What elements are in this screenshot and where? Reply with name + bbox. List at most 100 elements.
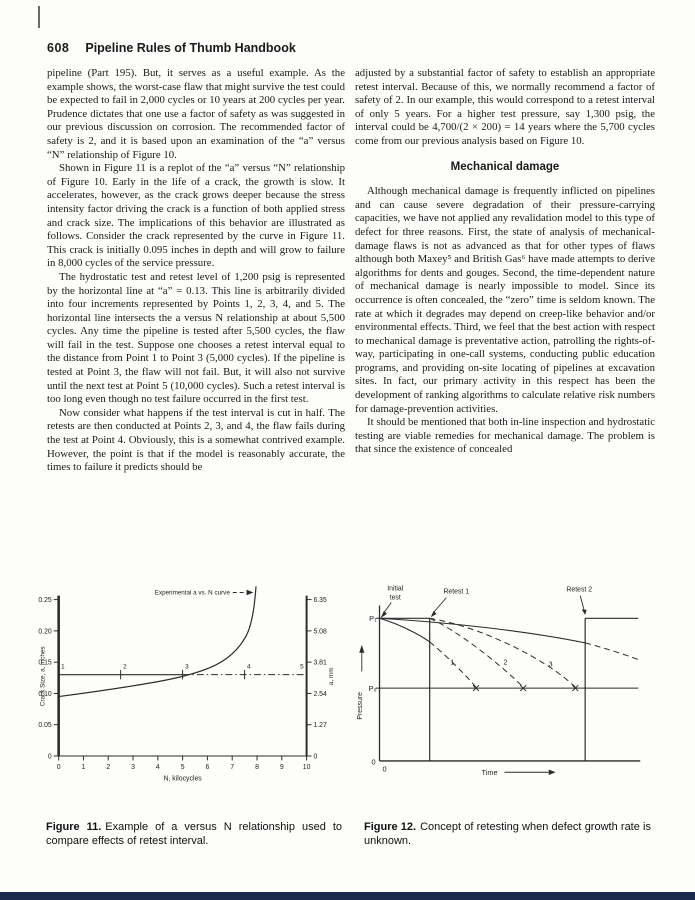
svg-text:6: 6: [205, 764, 209, 771]
paragraph: It should be mentioned that both in-line…: [355, 416, 655, 456]
paragraph: The hydrostatic test and retest level of…: [47, 270, 345, 406]
svg-text:0: 0: [57, 764, 61, 771]
annotation-arrowhead: [246, 589, 254, 596]
svg-text:0.10: 0.10: [38, 691, 52, 698]
failure-x-marks: [472, 684, 579, 692]
figure-12-caption-text: Concept of retesting when defect growth …: [364, 821, 651, 847]
svg-text:0.15: 0.15: [38, 660, 52, 667]
svg-text:5: 5: [181, 764, 185, 771]
growth-curve-1-dashed: [429, 641, 477, 688]
paragraph: Now consider what happens if the test in…: [47, 406, 345, 474]
figure-11: Experimental a vs. N curve 0 0.05 0.10 0…: [37, 576, 342, 848]
paragraph: pipeline (Part 195). But, it serves as a…: [47, 67, 345, 161]
retest1-arrow: [433, 597, 447, 613]
growth-curve-3-dashed: [429, 617, 576, 688]
figure-11-chart: Experimental a vs. N curve 0 0.05 0.10 0…: [38, 586, 335, 783]
svg-text:4: 4: [156, 764, 160, 771]
pressure-arrowhead: [359, 644, 365, 653]
svg-text:Retest 2: Retest 2: [566, 587, 592, 594]
svg-text:2: 2: [503, 660, 507, 667]
left-column: pipeline (Part 195). But, it serves as a…: [47, 67, 345, 475]
fig11-annotation: Experimental a vs. N curve: [155, 590, 231, 597]
svg-text:5: 5: [300, 663, 304, 670]
svg-text:2: 2: [106, 764, 110, 771]
slow-growth-curve-dashed: [585, 642, 639, 661]
svg-text:3: 3: [185, 663, 189, 670]
section-heading: Mechanical damage: [450, 160, 560, 173]
fig11-x-tick-labels: 0 1 2 3 4 5 6 7 8 9 10: [57, 764, 311, 771]
svg-text:10: 10: [303, 764, 311, 771]
figure-11-caption-label: Figure 11.: [46, 821, 102, 833]
paragraph: Although mechanical damage is frequently…: [355, 185, 655, 415]
fig12-annotations: Initial test Retest 1 Retest 2: [387, 586, 592, 602]
time-arrowhead: [548, 769, 556, 776]
svg-text:3: 3: [131, 764, 135, 771]
svg-text:8: 8: [255, 764, 259, 771]
svg-text:4: 4: [247, 663, 251, 670]
scan-artifact-line: [38, 6, 40, 28]
figure-12-caption-label: Figure 12.: [364, 821, 417, 833]
figure-11-caption-text: Example of a versus N relationship used …: [46, 821, 342, 847]
fig11-y-tick-labels-left: 0 0.05 0.10 0.15 0.20 0.25: [38, 597, 52, 760]
fig11-x-axis-label: N, kilocycles: [164, 776, 203, 783]
svg-text:test: test: [390, 595, 401, 602]
svg-text:3.81: 3.81: [313, 660, 327, 667]
fig11-y-axis-label-left: Crack Size, a, inches: [39, 646, 46, 706]
svg-text:P₀: P₀: [369, 684, 377, 693]
fig11-y-axis-label-right: a, mm: [328, 667, 335, 685]
right-column: adjusted by a substantial factor of safe…: [355, 67, 655, 475]
svg-text:0.20: 0.20: [38, 628, 52, 635]
paragraph: Shown in Figure 11 is a replot of the “a…: [47, 162, 345, 270]
svg-text:7: 7: [230, 764, 234, 771]
svg-text:9: 9: [280, 764, 284, 771]
svg-text:3: 3: [549, 661, 553, 668]
retest2-arrow: [579, 595, 585, 611]
fig12-y-axis-labels: P₁ P₀ 0: [369, 614, 377, 766]
figure-12-chart: Initial test Retest 1 Retest 2 P₁ P₀ 0 0…: [357, 586, 641, 777]
x-ticks: [58, 756, 308, 761]
left-ticks: [53, 599, 59, 757]
fig12-x-origin-label: 0: [382, 765, 386, 774]
retest2-arrowhead: [581, 609, 587, 615]
initial-test-arrowhead: [380, 610, 387, 619]
svg-text:1: 1: [61, 663, 65, 670]
slow-growth-curve: [379, 617, 586, 644]
svg-text:0.25: 0.25: [38, 597, 52, 604]
fig12-curve-labels: 1 2 3: [450, 660, 552, 669]
svg-text:6.35: 6.35: [313, 597, 327, 604]
initial-test-arrow: [383, 602, 392, 614]
svg-text:P₁: P₁: [369, 614, 377, 623]
retest1-arrowhead: [430, 610, 437, 618]
svg-text:1: 1: [82, 764, 86, 771]
growth-curve-2-dashed: [429, 617, 524, 688]
svg-text:0.05: 0.05: [38, 722, 52, 729]
fig12-x-axis-label: Time: [481, 768, 497, 777]
fig12-y-axis-label: Pressure: [357, 692, 364, 720]
figure-12-caption: Figure 12. Concept of retesting when defe…: [350, 820, 655, 848]
svg-text:5.08: 5.08: [313, 628, 327, 635]
svg-text:0: 0: [313, 753, 317, 760]
svg-text:0: 0: [48, 753, 52, 760]
svg-text:Retest 1: Retest 1: [443, 589, 469, 596]
fig12-lines: [361, 595, 641, 773]
figure-row: Experimental a vs. N curve 0 0.05 0.10 0…: [37, 576, 655, 848]
test-point-marks: [58, 669, 308, 680]
svg-text:0: 0: [371, 757, 375, 766]
text-columns: pipeline (Part 195). But, it serves as a…: [47, 67, 655, 475]
page-bottom-bar: [0, 892, 695, 900]
growth-curve-1-solid: [379, 617, 431, 643]
figure-11-caption: Figure 11. Example of a versus N relation…: [37, 820, 342, 848]
svg-text:2: 2: [123, 663, 127, 670]
svg-text:2.54: 2.54: [313, 691, 327, 698]
svg-text:1: 1: [450, 660, 454, 667]
fig11-axes: [53, 586, 312, 761]
page-header: 608 Pipeline Rules of Thumb Handbook: [47, 41, 296, 55]
svg-text:Initial: Initial: [387, 586, 404, 593]
paragraph: adjusted by a substantial factor of safe…: [355, 67, 655, 147]
figure-12: Initial test Retest 1 Retest 2 P₁ P₀ 0 0…: [350, 576, 655, 848]
book-title: Pipeline Rules of Thumb Handbook: [85, 41, 296, 55]
fig11-test-point-labels: 1 2 3 4 5: [61, 663, 304, 670]
a-vs-n-curve: [58, 586, 257, 698]
svg-text:1.27: 1.27: [313, 722, 327, 729]
